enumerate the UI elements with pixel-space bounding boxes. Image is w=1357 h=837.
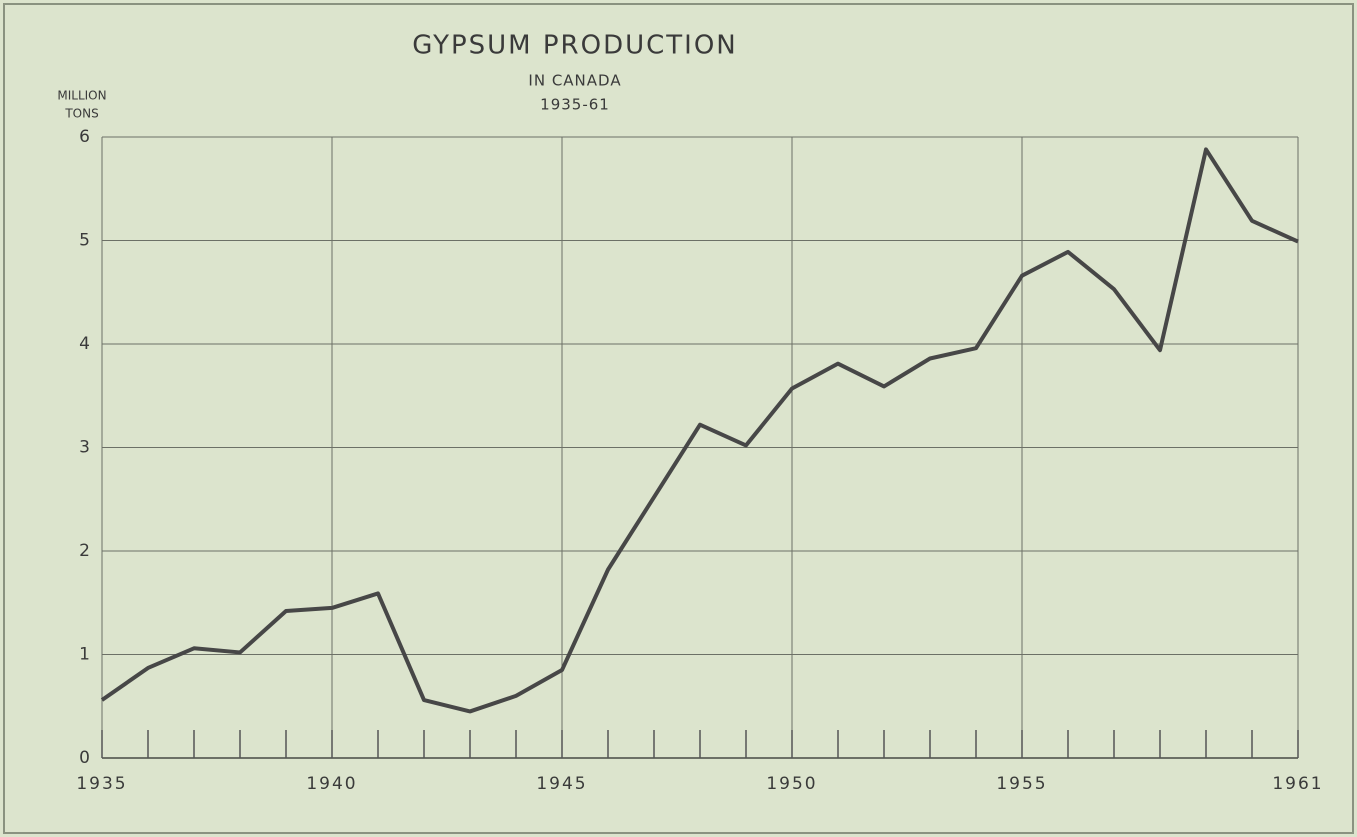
x-tick-label: 1945 — [536, 774, 587, 794]
data-line — [100, 147, 1299, 714]
y-tick-label: 4 — [79, 334, 90, 354]
x-tick-label: 1961 — [1272, 774, 1323, 794]
x-tick-label: 1935 — [76, 774, 127, 794]
y-tick-label: 0 — [79, 748, 90, 768]
y-tick-label: 5 — [79, 231, 90, 251]
chart-subtitle: IN CANADA — [528, 72, 621, 90]
chart-subtitle: 1935-61 — [540, 96, 610, 114]
y-tick-label: 1 — [79, 645, 90, 665]
chart-title: GYPSUM PRODUCTION — [412, 31, 738, 61]
y-axis-label: TONS — [64, 107, 98, 121]
x-tick-label: 1955 — [996, 774, 1047, 794]
x-tick-label: 1940 — [306, 774, 357, 794]
y-tick-label: 3 — [79, 438, 90, 458]
y-tick-label: 6 — [79, 127, 90, 147]
x-tick-label: 1950 — [766, 774, 817, 794]
y-axis-label: MILLION — [57, 89, 106, 103]
frame — [3, 3, 1354, 834]
y-tick-label: 2 — [79, 541, 90, 561]
